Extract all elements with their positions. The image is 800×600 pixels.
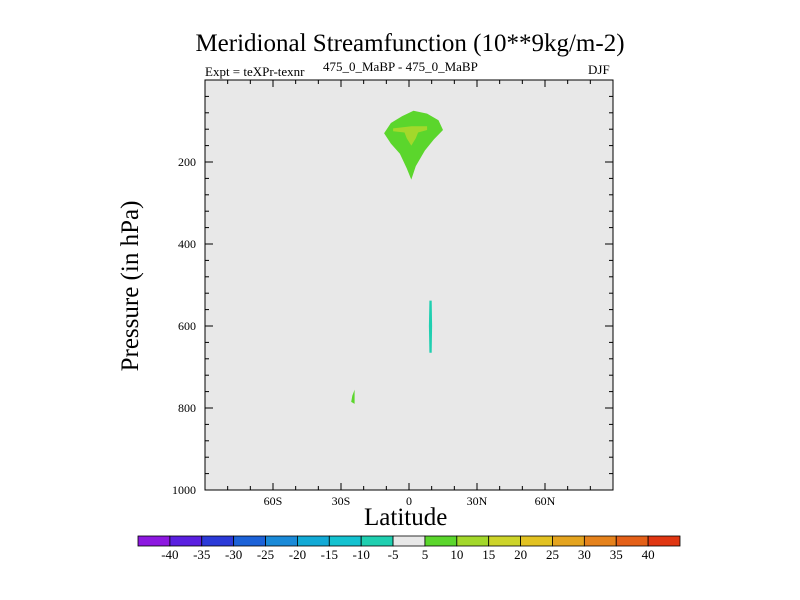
x-tick-label: 60S bbox=[264, 494, 283, 508]
colorbar-swatch bbox=[520, 535, 553, 547]
colorbar-label: 35 bbox=[610, 547, 623, 562]
colorbar-label: 5 bbox=[422, 547, 429, 562]
x-tick-label: 60N bbox=[535, 494, 556, 508]
colorbar-swatch bbox=[456, 535, 490, 547]
colorbar-label: -40 bbox=[161, 547, 178, 562]
colorbar-label: 15 bbox=[482, 547, 495, 562]
colorbar-swatch bbox=[392, 535, 426, 547]
contour-region bbox=[428, 300, 433, 353]
experiment-label: Expt = teXPr-texnr bbox=[205, 64, 305, 79]
colorbar-swatch bbox=[169, 535, 203, 547]
contour-regions bbox=[351, 110, 443, 404]
y-tick-label: 1000 bbox=[172, 483, 196, 497]
colorbar-label: -30 bbox=[225, 547, 242, 562]
colorbar-label: 30 bbox=[578, 547, 591, 562]
colorbar-swatch bbox=[265, 535, 298, 547]
colorbar-swatch bbox=[137, 535, 171, 547]
contour-region bbox=[393, 126, 428, 146]
colorbar-label: -35 bbox=[193, 547, 210, 562]
colorbar-swatch bbox=[583, 535, 617, 547]
colorbar-swatch bbox=[424, 535, 458, 547]
y-tick-label: 200 bbox=[178, 155, 196, 169]
colorbar-swatch bbox=[328, 535, 362, 547]
colorbar-label: -20 bbox=[289, 547, 306, 562]
colorbar-swatch bbox=[297, 535, 330, 547]
chart-title: Meridional Streamfunction (10**9kg/m-2) bbox=[195, 30, 625, 57]
colorbar-swatch bbox=[552, 535, 585, 547]
chart-subtitle: 475_0_MaBP - 475_0_MaBP bbox=[323, 59, 478, 74]
colorbar-swatch bbox=[647, 535, 681, 547]
axes: 60S 30S 0 30N 60N 200 400 600 800 1000 bbox=[172, 79, 614, 508]
colorbar-label: 25 bbox=[546, 547, 559, 562]
x-axis-label: Latitude bbox=[364, 504, 448, 531]
colorbar-swatch bbox=[201, 535, 235, 547]
colorbar: -40 -35 -30 -25 -20 -15 -10 -5 5 10 15 20 25 30 35 40 bbox=[137, 535, 681, 562]
colorbar-label: 20 bbox=[514, 547, 527, 562]
contour-region bbox=[351, 389, 355, 404]
colorbar-label: -5 bbox=[388, 547, 399, 562]
y-tick-label: 400 bbox=[178, 237, 196, 251]
x-tick-label: 30S bbox=[332, 494, 351, 508]
colorbar-label: -25 bbox=[257, 547, 274, 562]
colorbar-label: -15 bbox=[321, 547, 338, 562]
colorbar-label: -10 bbox=[353, 547, 370, 562]
season-label: DJF bbox=[588, 62, 610, 77]
y-tick-label: 800 bbox=[178, 401, 196, 415]
colorbar-swatch bbox=[488, 535, 521, 547]
x-tick-label: 0 bbox=[406, 494, 412, 508]
x-tick-label: 30N bbox=[467, 494, 488, 508]
colorbar-label: 10 bbox=[450, 547, 463, 562]
y-tick-label: 600 bbox=[178, 319, 196, 333]
colorbar-swatch bbox=[615, 535, 649, 547]
colorbar-label: 40 bbox=[642, 547, 655, 562]
y-axis-label: Pressure (in hPa) bbox=[117, 200, 144, 372]
colorbar-swatch bbox=[360, 535, 394, 547]
colorbar-swatch bbox=[233, 535, 266, 547]
